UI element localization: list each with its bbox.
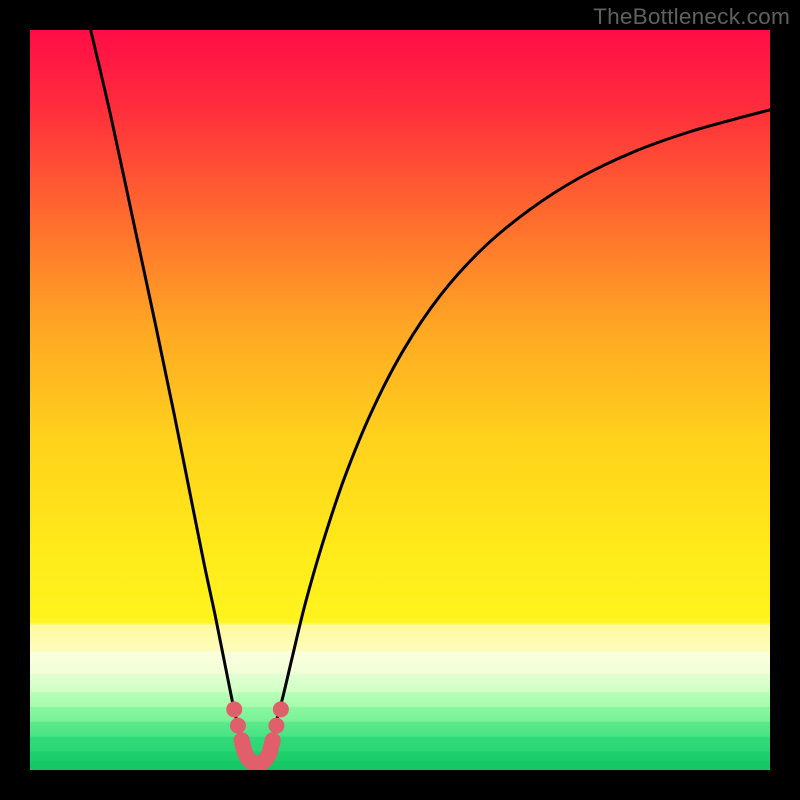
- chart-svg: [30, 30, 770, 770]
- plot-area: [30, 30, 770, 770]
- watermark-text: TheBottleneck.com: [593, 4, 790, 30]
- chart-frame: TheBottleneck.com: [0, 0, 800, 800]
- bottom-fade-bands: [30, 626, 770, 770]
